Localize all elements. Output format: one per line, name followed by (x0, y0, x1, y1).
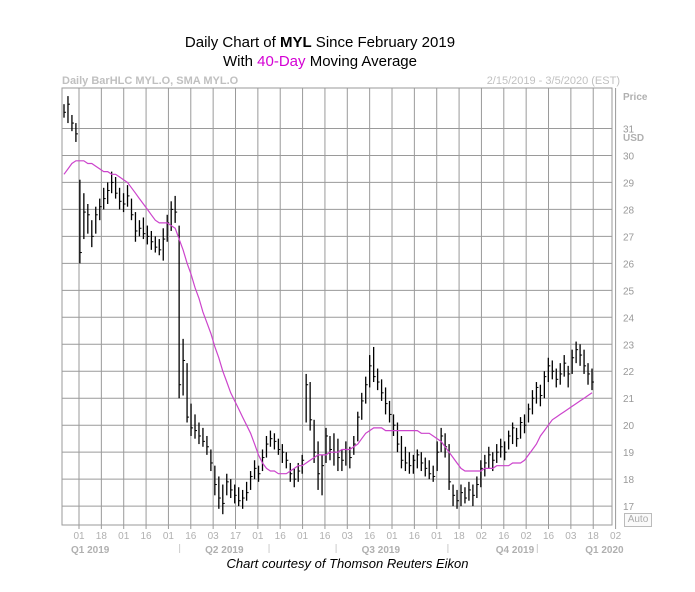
currency-axis-label: USD (623, 133, 644, 144)
y-tick-label: 18 (623, 475, 635, 486)
x-tick-label: 16 (275, 531, 287, 542)
x-tick-label: 01 (163, 531, 175, 542)
auto-scale-button[interactable]: Auto (624, 513, 652, 527)
x-tick-label: 03 (342, 531, 354, 542)
y-tick-label: 19 (623, 448, 635, 459)
y-tick-label: 21 (623, 394, 635, 405)
x-tick-label: 16 (543, 531, 555, 542)
price-axis-label: Price (623, 92, 648, 103)
chart-credit: Chart courtesy of Thomson Reuters Eikon (0, 556, 695, 571)
x-tick-label: 16 (185, 531, 197, 542)
x-tick-label: 16 (498, 531, 510, 542)
y-tick-label: 30 (623, 151, 635, 162)
quarter-label: Q2 2019 (205, 545, 244, 556)
y-tick-label: 23 (623, 340, 635, 351)
x-tick-label: 16 (364, 531, 376, 542)
x-tick-label: 02 (476, 531, 488, 542)
x-tick-label: 02 (521, 531, 533, 542)
y-tick-label: 22 (623, 367, 635, 378)
x-tick-label: 18 (454, 531, 466, 542)
y-tick-label: 27 (623, 232, 635, 243)
y-tick-label: 25 (623, 286, 635, 297)
quarter-label: Q1 2019 (71, 545, 110, 556)
y-tick-label: 26 (623, 259, 635, 270)
x-tick-label: 16 (319, 531, 331, 542)
x-tick-label: 01 (386, 531, 398, 542)
plot-frame (62, 88, 612, 525)
x-tick-label: 03 (565, 531, 577, 542)
x-tick-label: 16 (141, 531, 153, 542)
x-tick-label: 16 (409, 531, 421, 542)
y-tick-label: 29 (623, 178, 635, 189)
x-tick-label: 03 (208, 531, 220, 542)
x-tick-label: 01 (118, 531, 130, 542)
y-tick-label: 20 (623, 421, 635, 432)
quarter-label: Q1 2020 (585, 545, 624, 556)
y-tick-label: 28 (623, 205, 635, 216)
x-tick-label: 18 (588, 531, 600, 542)
y-tick-label: 24 (623, 313, 635, 324)
quarter-label: Q4 2019 (496, 545, 535, 556)
x-tick-label: 01 (252, 531, 264, 542)
x-tick-label: 17 (230, 531, 242, 542)
quarter-label: Q3 2019 (362, 545, 401, 556)
x-tick-label: 01 (297, 531, 309, 542)
x-tick-label: 01 (431, 531, 443, 542)
x-tick-label: 01 (73, 531, 85, 542)
x-tick-label: 18 (96, 531, 108, 542)
x-tick-label: 02 (610, 531, 622, 542)
y-tick-label: 17 (623, 502, 635, 513)
